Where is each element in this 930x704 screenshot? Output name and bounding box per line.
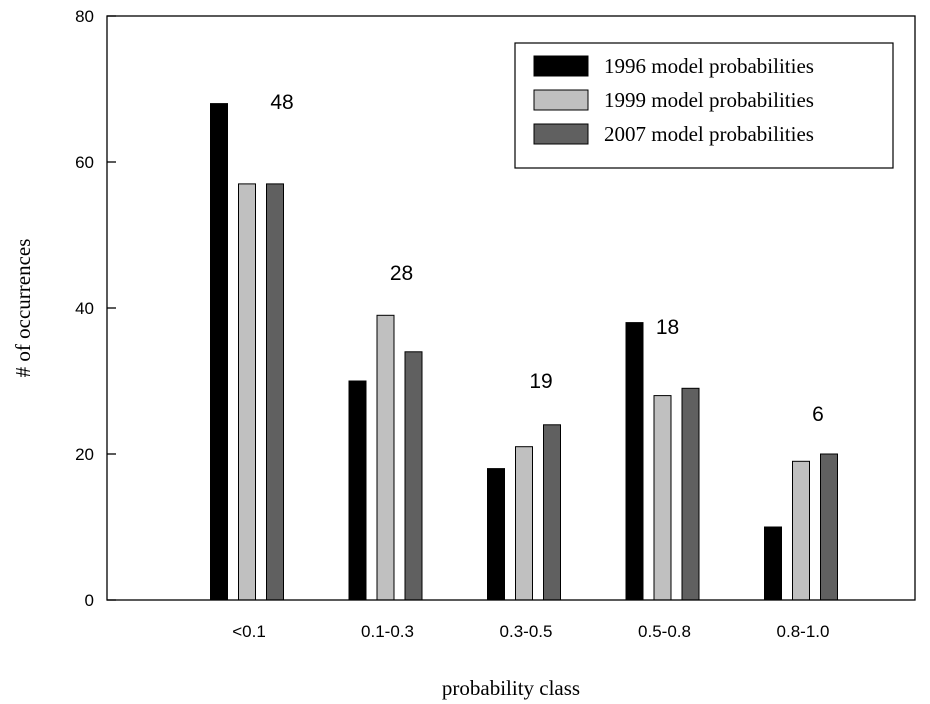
legend-swatch-3 (533, 123, 589, 145)
bar-series-2-cat-1 (238, 183, 256, 601)
x-tick-label: 0.1-0.3 (361, 622, 414, 641)
bar-series-1-cat-3 (487, 468, 505, 601)
bar-series-3-cat-4 (681, 387, 700, 601)
bar-series-2-cat-2 (376, 314, 395, 601)
y-tick-label: 60 (75, 153, 94, 172)
y-tick-label: 0 (85, 591, 94, 610)
bar-series-3-cat-3 (543, 424, 561, 601)
x-tick-label: 0.3-0.5 (500, 622, 553, 641)
bar-series-3-cat-5 (820, 453, 838, 601)
bar-series-1-cat-5 (764, 526, 782, 601)
y-tick-label: 20 (75, 445, 94, 464)
bar-series-1-cat-4 (625, 322, 644, 601)
bar-group-annotation-3: 19 (529, 370, 552, 393)
x-tick-label: <0.1 (232, 622, 266, 641)
y-axis: 0 20 40 60 80 (75, 7, 116, 610)
x-axis: <0.1 0.1-0.3 0.3-0.5 0.5-0.8 0.8-1.0 (232, 622, 829, 641)
x-axis-title: probability class (442, 676, 580, 700)
legend-label-1: 1996 model probabilities (604, 54, 814, 78)
x-tick-label: 0.8-1.0 (777, 622, 830, 641)
bar-group-annotation-1: 48 (270, 91, 293, 114)
x-tick-label: 0.5-0.8 (638, 622, 691, 641)
y-tick-label: 40 (75, 299, 94, 318)
bars-layer (210, 103, 838, 601)
legend-swatch-1 (533, 55, 589, 77)
bar-series-3-cat-1 (266, 183, 284, 601)
bar-series-3-cat-2 (404, 351, 423, 601)
bar-group-annotation-5: 6 (812, 403, 824, 426)
bar-series-1-cat-1 (210, 103, 228, 601)
annotations-layer: 48 28 19 18 6 (270, 91, 824, 426)
bar-series-2-cat-3 (515, 446, 533, 601)
bar-series-2-cat-5 (792, 460, 810, 601)
bar-series-1-cat-2 (348, 380, 367, 601)
bar-group-annotation-2: 28 (390, 262, 413, 285)
legend: 1996 model probabilities 1999 model proba… (514, 42, 894, 169)
y-axis-title: # of occurrences (11, 239, 35, 378)
bar-group-annotation-4: 18 (656, 316, 679, 339)
legend-swatch-2 (533, 89, 589, 111)
bar-series-2-cat-4 (653, 395, 672, 601)
legend-label-2: 1999 model probabilities (604, 88, 814, 112)
legend-label-3: 2007 model probabilities (604, 122, 814, 146)
y-tick-label: 80 (75, 7, 94, 26)
